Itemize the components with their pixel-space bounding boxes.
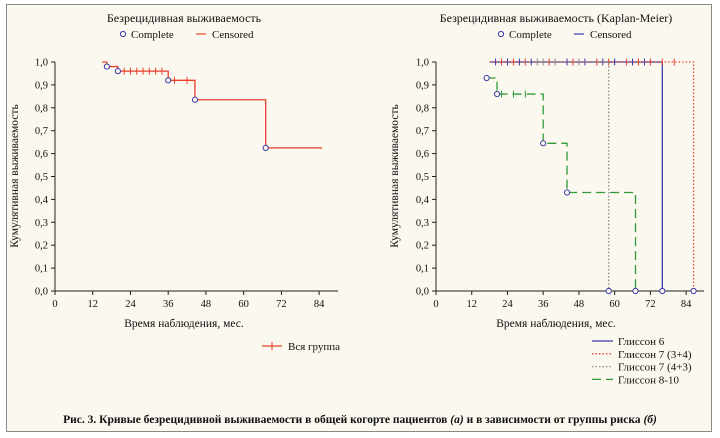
y-tick-label: 0,9 — [35, 80, 48, 91]
legend-complete-marker — [497, 30, 505, 38]
survival-curve — [102, 61, 323, 149]
event-point — [605, 287, 612, 295]
x-tick-label: 60 — [238, 299, 249, 310]
event-point — [563, 189, 571, 196]
event-point — [483, 74, 490, 82]
event-point — [114, 68, 121, 75]
y-tick-label: 0,6 — [35, 149, 48, 160]
series-2 — [525, 58, 612, 295]
event-point — [540, 140, 547, 147]
x-tick-label: 60 — [609, 299, 620, 310]
legend-label: Глиссон 6 — [618, 336, 665, 348]
y-tick-label: 0,8 — [35, 103, 48, 114]
x-tick-label: 48 — [574, 299, 585, 310]
y-tick-label: 0,1 — [416, 264, 429, 275]
caption-text-a: Рис. 3. Кривые безрецидивной выживаемост… — [63, 414, 447, 426]
y-tick-label: 0,3 — [35, 218, 48, 229]
y-tick-label: 0,5 — [416, 172, 429, 183]
legend-censored-label: Censored — [212, 29, 254, 41]
legend-complete-label: Complete — [509, 29, 552, 41]
x-tick-label: 0 — [52, 299, 57, 310]
y-tick-label: 0,7 — [416, 126, 429, 137]
chart-a-plot: 0,0 0,1 0,2 0,3 0,4 0,5 0,6 0,7 0,8 0,9 1,0 0 12 24 36… — [35, 58, 338, 310]
series-0 — [102, 61, 323, 151]
x-tick-label: 12 — [87, 299, 98, 310]
chart-a-legend-top: Complete Censored — [119, 29, 254, 41]
y-tick-label: 0,9 — [416, 80, 429, 91]
x-tick-label: 72 — [276, 299, 287, 310]
chart-a-ylabel: Кумулятивная выживаемость — [9, 104, 21, 247]
survival-curve — [486, 77, 637, 291]
y-tick-label: 0,5 — [35, 172, 48, 183]
event-point — [632, 287, 639, 295]
chart-a-title: Безрецидивная выживаемость — [107, 11, 262, 25]
y-tick-label: 0,7 — [35, 126, 48, 137]
x-tick-label: 36 — [538, 299, 549, 310]
event-point — [690, 287, 697, 295]
series-3 — [483, 74, 639, 295]
caption-text-b: и в зависимости от группы риска — [467, 414, 641, 426]
y-tick-label: 0,2 — [416, 241, 429, 252]
y-tick-label: 0,0 — [416, 287, 429, 298]
event-point — [165, 77, 172, 84]
y-tick-label: 0,0 — [35, 287, 48, 298]
legend-label: Глиссон 7 (3+4) — [618, 349, 692, 361]
legend-censored-label: Censored — [590, 29, 632, 41]
legend-complete-label: Complete — [131, 29, 174, 41]
x-tick-label: 24 — [502, 299, 513, 310]
x-tick-label: 36 — [163, 299, 174, 310]
legend-complete-marker — [119, 30, 127, 38]
legend-label: Глиссон 8-10 — [618, 374, 679, 386]
chart-b-ylabel: Кумулятивная выживаемость — [389, 104, 401, 247]
x-tick-label: 72 — [645, 299, 656, 310]
x-tick-label: 24 — [125, 299, 136, 310]
event-point — [659, 287, 666, 295]
y-tick-label: 1,0 — [35, 58, 48, 69]
event-point — [262, 144, 269, 151]
y-tick-label: 0,8 — [416, 103, 429, 114]
chart-a-bottom-legend: Вся группа — [262, 341, 340, 353]
event-point — [191, 96, 199, 103]
figure-frame — [6, 4, 712, 432]
y-tick-label: 0,2 — [35, 241, 48, 252]
event-point — [103, 63, 110, 70]
x-tick-label: 48 — [201, 299, 212, 310]
x-tick-label: 84 — [681, 299, 692, 310]
chart-b-title: Безрецидивная выживаемость (Kaplan-Meier… — [440, 11, 673, 25]
caption-mark-a: (а) — [450, 414, 464, 426]
chart-b-xlabel: Время наблюдения, мес. — [496, 318, 616, 330]
survival-curve — [489, 61, 695, 291]
y-tick-label: 1,0 — [416, 58, 429, 69]
chart-b-plot: 0,0 0,1 0,2 0,3 0,4 0,5 0,6 0,7 0,8 0,9 1,0 0 12 24 36… — [416, 58, 704, 310]
legend-label: Глиссон 7 (4+3) — [618, 362, 692, 374]
survival-curve — [489, 61, 663, 291]
x-tick-label: 12 — [466, 299, 477, 310]
y-tick-label: 0,3 — [416, 218, 429, 229]
y-tick-label: 0,1 — [35, 264, 48, 275]
chart-b-legend-top: Complete Censored — [497, 29, 632, 41]
chart-a-xlabel: Время наблюдения, мес. — [124, 318, 244, 330]
legend-all-label: Вся группа — [288, 341, 340, 353]
y-tick-label: 0,4 — [35, 195, 49, 206]
x-tick-label: 0 — [433, 299, 438, 310]
figure-caption: Рис. 3. Кривые безрецидивной выживаемост… — [63, 414, 657, 426]
x-tick-label: 84 — [314, 299, 325, 310]
event-point — [493, 90, 501, 98]
caption-mark-b: (б) — [643, 414, 657, 426]
survival-curve — [525, 61, 610, 291]
y-tick-label: 0,4 — [416, 195, 430, 206]
y-tick-label: 0,6 — [416, 149, 429, 160]
